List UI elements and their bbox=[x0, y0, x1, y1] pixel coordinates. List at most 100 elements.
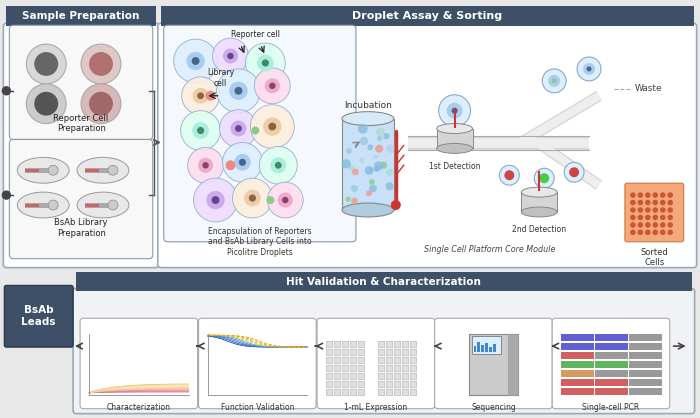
Bar bbox=[350, 357, 356, 363]
Circle shape bbox=[386, 168, 393, 176]
Ellipse shape bbox=[437, 124, 473, 133]
Bar bbox=[378, 349, 384, 355]
Bar bbox=[561, 361, 594, 368]
Bar bbox=[508, 334, 518, 395]
Bar bbox=[334, 373, 340, 379]
Bar bbox=[595, 334, 628, 341]
Circle shape bbox=[230, 121, 246, 136]
Circle shape bbox=[630, 200, 636, 205]
Bar bbox=[486, 343, 489, 352]
Bar bbox=[629, 343, 662, 350]
Bar bbox=[350, 381, 356, 387]
Circle shape bbox=[638, 192, 643, 198]
Circle shape bbox=[360, 137, 368, 145]
Circle shape bbox=[225, 161, 235, 170]
Circle shape bbox=[34, 52, 58, 76]
Circle shape bbox=[108, 165, 118, 175]
Circle shape bbox=[182, 77, 220, 115]
Bar bbox=[386, 373, 392, 379]
Circle shape bbox=[374, 161, 383, 171]
Circle shape bbox=[181, 111, 220, 150]
FancyBboxPatch shape bbox=[76, 272, 692, 291]
Circle shape bbox=[386, 144, 395, 153]
Bar bbox=[402, 341, 408, 347]
Bar bbox=[334, 349, 340, 355]
Circle shape bbox=[583, 63, 595, 75]
Circle shape bbox=[359, 158, 365, 163]
Circle shape bbox=[213, 38, 248, 74]
Bar bbox=[378, 365, 384, 371]
Bar bbox=[561, 379, 594, 386]
Circle shape bbox=[369, 179, 375, 185]
Ellipse shape bbox=[522, 207, 557, 217]
Bar bbox=[629, 361, 662, 368]
Bar bbox=[477, 342, 480, 352]
Bar bbox=[629, 334, 662, 341]
Bar bbox=[378, 357, 384, 363]
Bar bbox=[561, 370, 594, 377]
Circle shape bbox=[652, 222, 658, 228]
Text: Sample Preparation: Sample Preparation bbox=[22, 11, 140, 21]
Circle shape bbox=[564, 162, 584, 182]
Circle shape bbox=[251, 127, 260, 135]
Bar bbox=[25, 168, 53, 173]
Circle shape bbox=[391, 200, 401, 210]
Circle shape bbox=[374, 167, 379, 172]
Text: BsAb
Leads: BsAb Leads bbox=[22, 306, 56, 327]
Bar bbox=[482, 345, 484, 352]
Bar bbox=[326, 349, 332, 355]
Bar bbox=[386, 349, 392, 355]
Circle shape bbox=[660, 215, 666, 220]
Circle shape bbox=[577, 57, 601, 81]
Text: Sorted
Cells: Sorted Cells bbox=[640, 248, 668, 267]
Circle shape bbox=[206, 191, 225, 209]
Text: Single Cell Platform Core Module: Single Cell Platform Core Module bbox=[424, 245, 555, 254]
Ellipse shape bbox=[77, 192, 129, 218]
FancyBboxPatch shape bbox=[9, 140, 153, 259]
Circle shape bbox=[638, 222, 643, 228]
Circle shape bbox=[174, 39, 218, 83]
Circle shape bbox=[652, 215, 658, 220]
Circle shape bbox=[197, 92, 204, 99]
Circle shape bbox=[220, 110, 258, 148]
Circle shape bbox=[660, 229, 666, 235]
Bar bbox=[410, 389, 416, 395]
Circle shape bbox=[266, 196, 274, 204]
Circle shape bbox=[569, 167, 579, 177]
Text: Function Validation: Function Validation bbox=[220, 403, 294, 412]
FancyBboxPatch shape bbox=[6, 6, 156, 26]
Circle shape bbox=[667, 215, 673, 220]
Circle shape bbox=[548, 75, 560, 87]
Bar bbox=[468, 334, 518, 395]
Bar bbox=[595, 352, 628, 359]
Circle shape bbox=[368, 145, 373, 150]
Circle shape bbox=[439, 95, 470, 127]
Text: Hit Validation & Characterization: Hit Validation & Characterization bbox=[286, 277, 482, 286]
Text: Reporter cell: Reporter cell bbox=[231, 30, 280, 39]
Bar bbox=[342, 373, 348, 379]
Bar bbox=[473, 346, 477, 352]
Bar bbox=[394, 381, 400, 387]
Bar bbox=[472, 336, 501, 354]
Circle shape bbox=[552, 78, 556, 83]
Bar bbox=[85, 203, 113, 208]
Bar bbox=[334, 357, 340, 363]
Text: Reporter Cell
Preparation: Reporter Cell Preparation bbox=[53, 114, 108, 133]
Circle shape bbox=[645, 229, 650, 235]
Circle shape bbox=[269, 83, 276, 89]
Text: Sequencing: Sequencing bbox=[471, 403, 516, 412]
Circle shape bbox=[645, 222, 650, 228]
Bar bbox=[358, 357, 364, 363]
Circle shape bbox=[380, 162, 387, 169]
Circle shape bbox=[660, 222, 666, 228]
FancyBboxPatch shape bbox=[4, 285, 73, 347]
Circle shape bbox=[667, 207, 673, 213]
Bar bbox=[629, 379, 662, 386]
Circle shape bbox=[346, 148, 352, 154]
FancyBboxPatch shape bbox=[4, 23, 159, 268]
Bar bbox=[350, 365, 356, 371]
Circle shape bbox=[248, 194, 256, 201]
Bar bbox=[394, 349, 400, 355]
Bar bbox=[561, 388, 594, 395]
Circle shape bbox=[630, 192, 636, 198]
